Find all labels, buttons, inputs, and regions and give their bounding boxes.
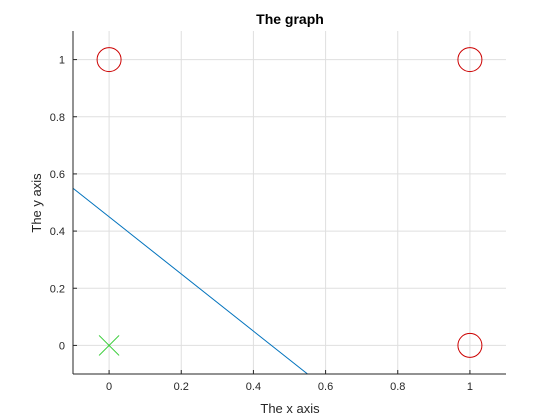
- circle-point: [457, 332, 483, 358]
- x-point: [98, 335, 120, 356]
- x-tick-label: 0.6: [318, 381, 333, 393]
- y-tick-label: 0.2: [50, 283, 65, 295]
- y-tick-label: 1: [59, 55, 65, 67]
- y-tick-label: 0.8: [50, 112, 65, 124]
- x-tick-label: 0.8: [390, 381, 405, 393]
- series-line: [72, 187, 308, 375]
- x-tick-label: 1: [467, 381, 473, 393]
- y-tick-label: 0.4: [50, 226, 65, 238]
- grid: [73, 31, 506, 374]
- circle-point: [457, 47, 483, 73]
- chart-title: The graph: [256, 11, 324, 27]
- x-tick-label: 0.2: [174, 381, 189, 393]
- axes: [72, 31, 506, 375]
- x-axis-label: The x axis: [260, 401, 320, 416]
- plot-area: [72, 47, 483, 375]
- x-tick-label: 0: [106, 381, 112, 393]
- y-tick-label: 0: [59, 340, 65, 352]
- y-axis-label: The y axis: [29, 173, 44, 233]
- y-tick-label: 0.6: [50, 169, 65, 181]
- ticks: 0 0.2 0.4 0.6 0.8 1 0 0.2 0.4 0.6 0.8 1: [50, 55, 473, 393]
- x-point-stroke: [98, 335, 120, 356]
- circle-point: [96, 47, 122, 73]
- x-tick-label: 0.4: [246, 381, 261, 393]
